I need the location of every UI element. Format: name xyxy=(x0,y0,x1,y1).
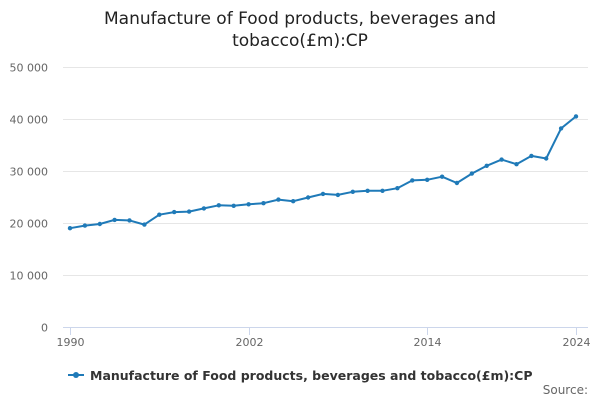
data-point[interactable] xyxy=(157,212,162,217)
data-point[interactable] xyxy=(112,217,117,223)
axes: 0 10 000 20 000 30 000 40 000 50 000 1990 2002 2… xyxy=(10,62,591,350)
y-tick-label: 0 xyxy=(41,322,48,335)
data-point[interactable] xyxy=(82,223,88,228)
data-point[interactable] xyxy=(201,206,207,211)
data-point[interactable] xyxy=(499,157,504,162)
data-point[interactable] xyxy=(425,177,430,182)
y-tick-label: 40 000 xyxy=(10,114,49,127)
data-point[interactable] xyxy=(350,189,355,194)
y-tick-label: 50 000 xyxy=(10,62,49,75)
data-point[interactable] xyxy=(439,174,445,179)
data-point[interactable] xyxy=(127,218,132,223)
data-point[interactable] xyxy=(231,203,236,208)
data-point[interactable] xyxy=(514,162,519,167)
data-point[interactable] xyxy=(558,126,564,131)
source-credit[interactable]: Source: xyxy=(542,383,588,397)
data-point[interactable] xyxy=(365,188,370,193)
data-point[interactable] xyxy=(395,186,400,191)
data-point[interactable] xyxy=(544,156,549,161)
data-point[interactable] xyxy=(172,209,177,215)
x-tick-label: 1990 xyxy=(57,336,85,349)
data-point[interactable] xyxy=(67,226,73,231)
data-point[interactable] xyxy=(97,221,103,227)
data-point[interactable] xyxy=(216,203,221,208)
series-layer xyxy=(67,114,579,231)
legend-label: Manufacture of Food products, beverages … xyxy=(90,367,533,383)
data-point[interactable] xyxy=(320,191,326,197)
data-point[interactable] xyxy=(261,201,266,206)
data-point[interactable] xyxy=(484,163,489,168)
y-tick-label: 30 000 xyxy=(10,166,49,179)
data-point[interactable] xyxy=(469,171,474,176)
x-tick-label: 2002 xyxy=(236,336,264,349)
data-point[interactable] xyxy=(186,209,192,214)
chart-title: Manufacture of Food products, beverages … xyxy=(104,9,496,51)
data-point[interactable] xyxy=(410,178,415,183)
grid-lines xyxy=(63,67,588,276)
legend-dot xyxy=(73,372,79,378)
data-point[interactable] xyxy=(529,153,534,159)
data-point[interactable] xyxy=(454,180,460,186)
data-point[interactable] xyxy=(246,202,251,207)
x-tick-label: 2014 xyxy=(414,336,442,349)
legend-item[interactable]: Manufacture of Food products, beverages … xyxy=(68,366,533,384)
x-tick-label: 2024 xyxy=(563,336,591,349)
data-point[interactable] xyxy=(380,188,385,193)
data-point[interactable] xyxy=(291,199,296,204)
data-point[interactable] xyxy=(305,195,311,200)
legend-swatch-icon xyxy=(68,369,84,381)
y-tick-label: 10 000 xyxy=(10,270,49,283)
data-point[interactable] xyxy=(142,222,147,227)
data-point[interactable] xyxy=(276,197,281,202)
data-point[interactable] xyxy=(573,114,579,119)
data-point[interactable] xyxy=(335,192,341,198)
series-line[interactable] xyxy=(69,115,577,230)
y-tick-label: 20 000 xyxy=(10,218,49,231)
